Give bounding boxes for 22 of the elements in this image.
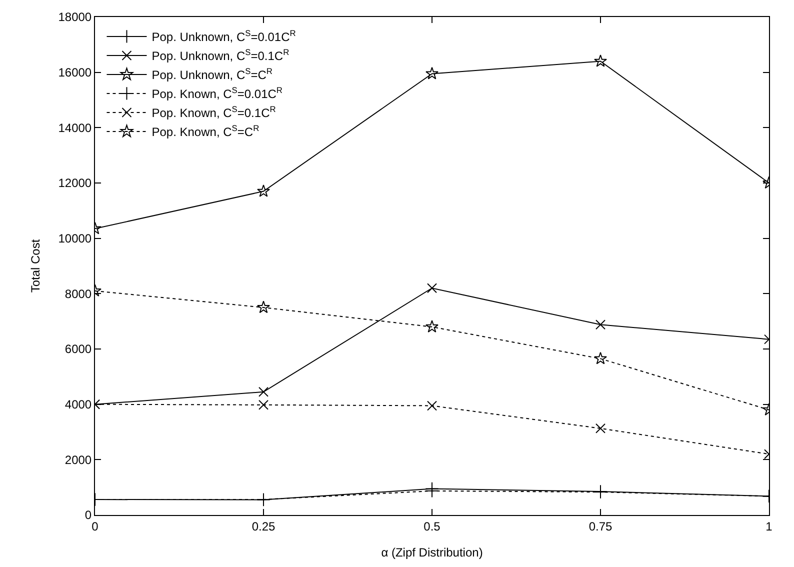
x-tick-label: 0.75 bbox=[588, 519, 612, 534]
x-tick-label: 1 bbox=[766, 519, 773, 534]
y-tick-label: 14000 bbox=[58, 120, 92, 135]
y-tick-label: 8000 bbox=[64, 286, 92, 301]
x-axis-title: α (Zipf Distribution) bbox=[381, 545, 483, 560]
y-tick-label: 0 bbox=[84, 508, 92, 522]
y-axis-title: Total Cost bbox=[28, 238, 43, 293]
x-tick-label: 0.25 bbox=[252, 519, 276, 534]
legend-label: Pop. Unknown, C$^{S}$=C$^{R}$ bbox=[152, 66, 272, 82]
legend-label: Pop. Known, C$^{S}$=0.01C$^{R}$ bbox=[152, 85, 282, 102]
y-tick-label: 4000 bbox=[64, 398, 92, 412]
y-tick-label: 18000 bbox=[58, 10, 92, 24]
y-tick-label: 2000 bbox=[64, 452, 92, 467]
y-tick-label: 6000 bbox=[64, 342, 92, 356]
legend-label: Pop. Known, C$^{S}$=0.1C$^{R}$ bbox=[152, 104, 276, 120]
legend-label: Pop. Unknown, C$^{S}$=0.01C$^{R}$ bbox=[152, 28, 296, 44]
y-tick-label: 12000 bbox=[58, 176, 92, 190]
legend-label: Pop. Unknown, C$^{S}$=0.1C$^{R}$ bbox=[152, 47, 290, 64]
legend-label: Pop. Known, C$^{S}$=C$^{R}$ bbox=[152, 123, 260, 140]
x-tick-label: 0.5 bbox=[424, 519, 441, 534]
y-tick-label: 16000 bbox=[58, 66, 92, 80]
y-tick-label: 10000 bbox=[58, 232, 92, 246]
